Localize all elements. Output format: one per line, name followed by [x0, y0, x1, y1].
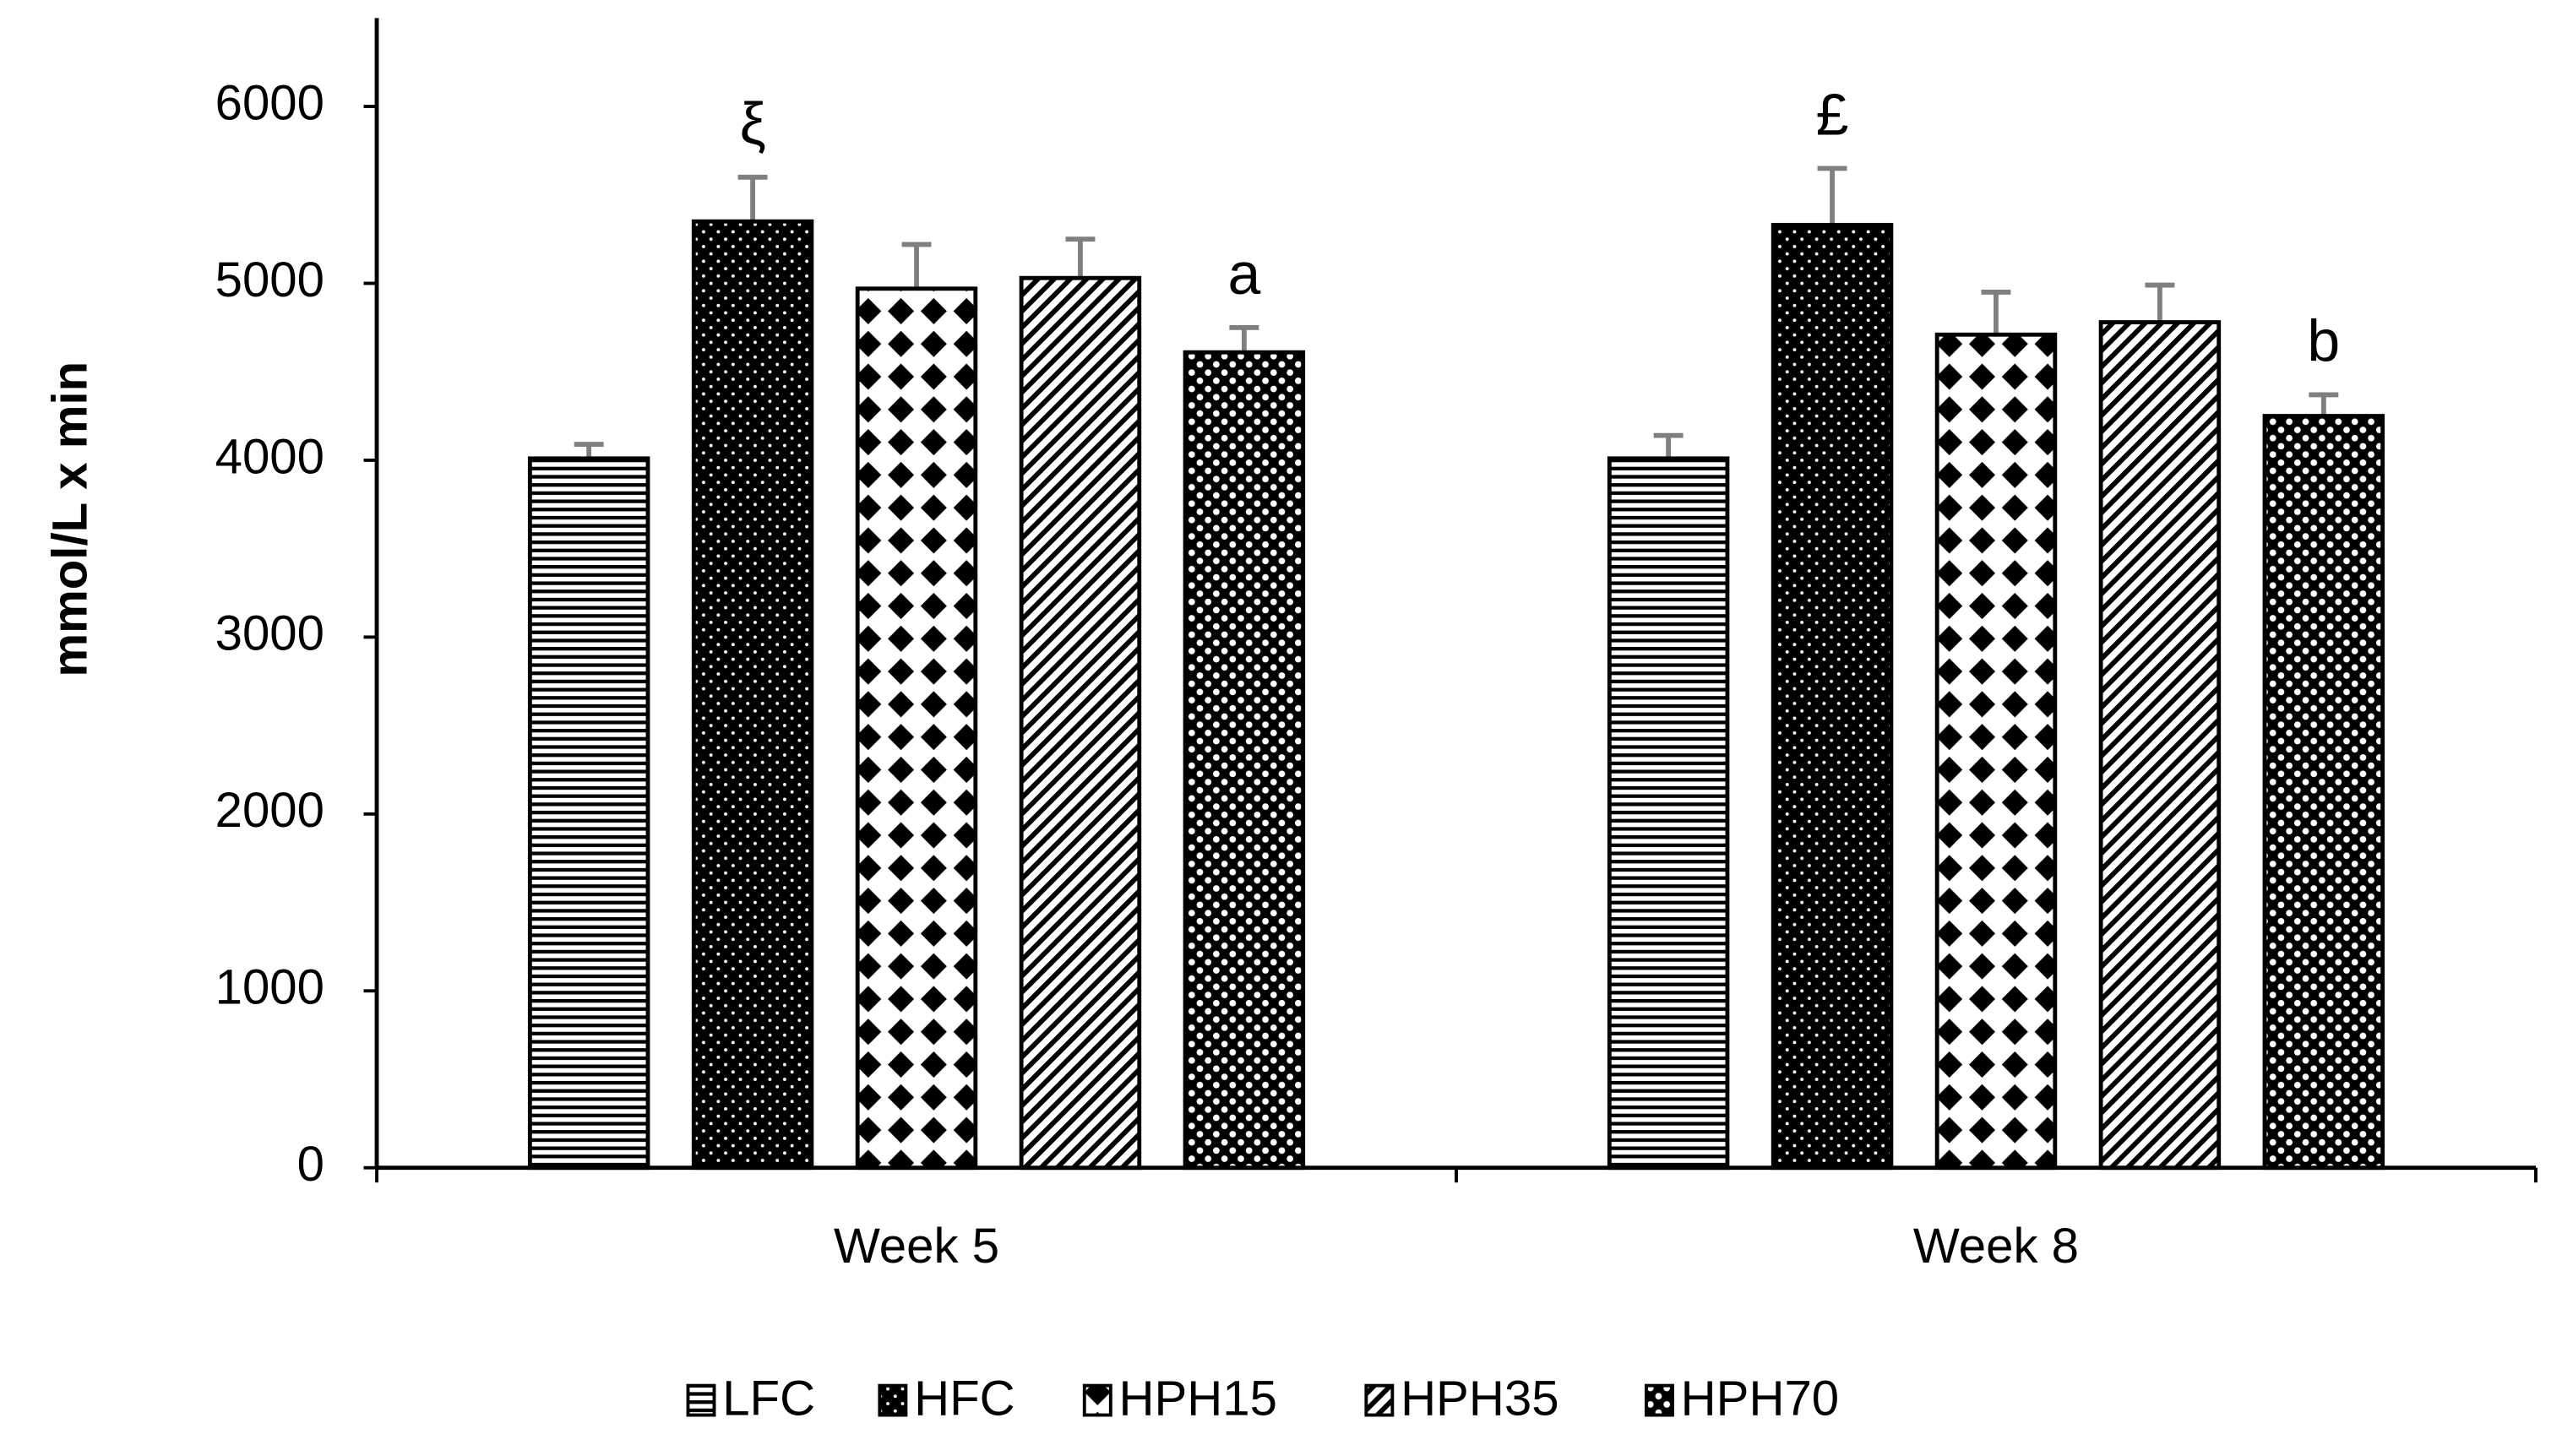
x-tick-label: Week 8: [1913, 1219, 2079, 1274]
y-tick-label: 6000: [215, 75, 324, 130]
legend-label: HPH15: [1119, 1371, 1277, 1426]
legend-label: LFC: [722, 1371, 815, 1426]
x-tick-label: Week 5: [834, 1219, 999, 1274]
legend-swatch: [1645, 1383, 1674, 1417]
annotation: a: [1227, 241, 1260, 307]
bar: [1183, 350, 1306, 1171]
y-axis-label: mmol/L x min: [43, 361, 98, 677]
legend-label: HPH35: [1401, 1371, 1558, 1426]
bar: [1019, 275, 1142, 1171]
bar: [2098, 320, 2222, 1171]
bar: [2262, 414, 2385, 1171]
legend-swatch: [1364, 1383, 1395, 1417]
legend-label: HFC: [914, 1371, 1015, 1426]
bar: [527, 456, 650, 1171]
y-tick-label: 4000: [215, 429, 324, 484]
y-tick-label: 3000: [215, 606, 324, 661]
annotation: £: [1816, 82, 1849, 148]
bar: [1771, 222, 1894, 1171]
legend-swatch: [878, 1383, 908, 1417]
bar: [1934, 332, 2058, 1171]
y-tick-label: 2000: [215, 783, 324, 838]
legend-swatch: [686, 1383, 716, 1417]
y-tick-label: 5000: [215, 253, 324, 307]
bar: [1607, 456, 1730, 1171]
legend-swatch: [1082, 1383, 1112, 1417]
annotation: ξ: [739, 90, 765, 156]
y-tick-label: 0: [297, 1137, 324, 1192]
y-tick-label: 1000: [215, 960, 324, 1015]
bar: [855, 286, 978, 1171]
legend-label: HPH70: [1681, 1371, 1839, 1426]
bar: [691, 219, 814, 1171]
annotation: b: [2307, 308, 2340, 374]
